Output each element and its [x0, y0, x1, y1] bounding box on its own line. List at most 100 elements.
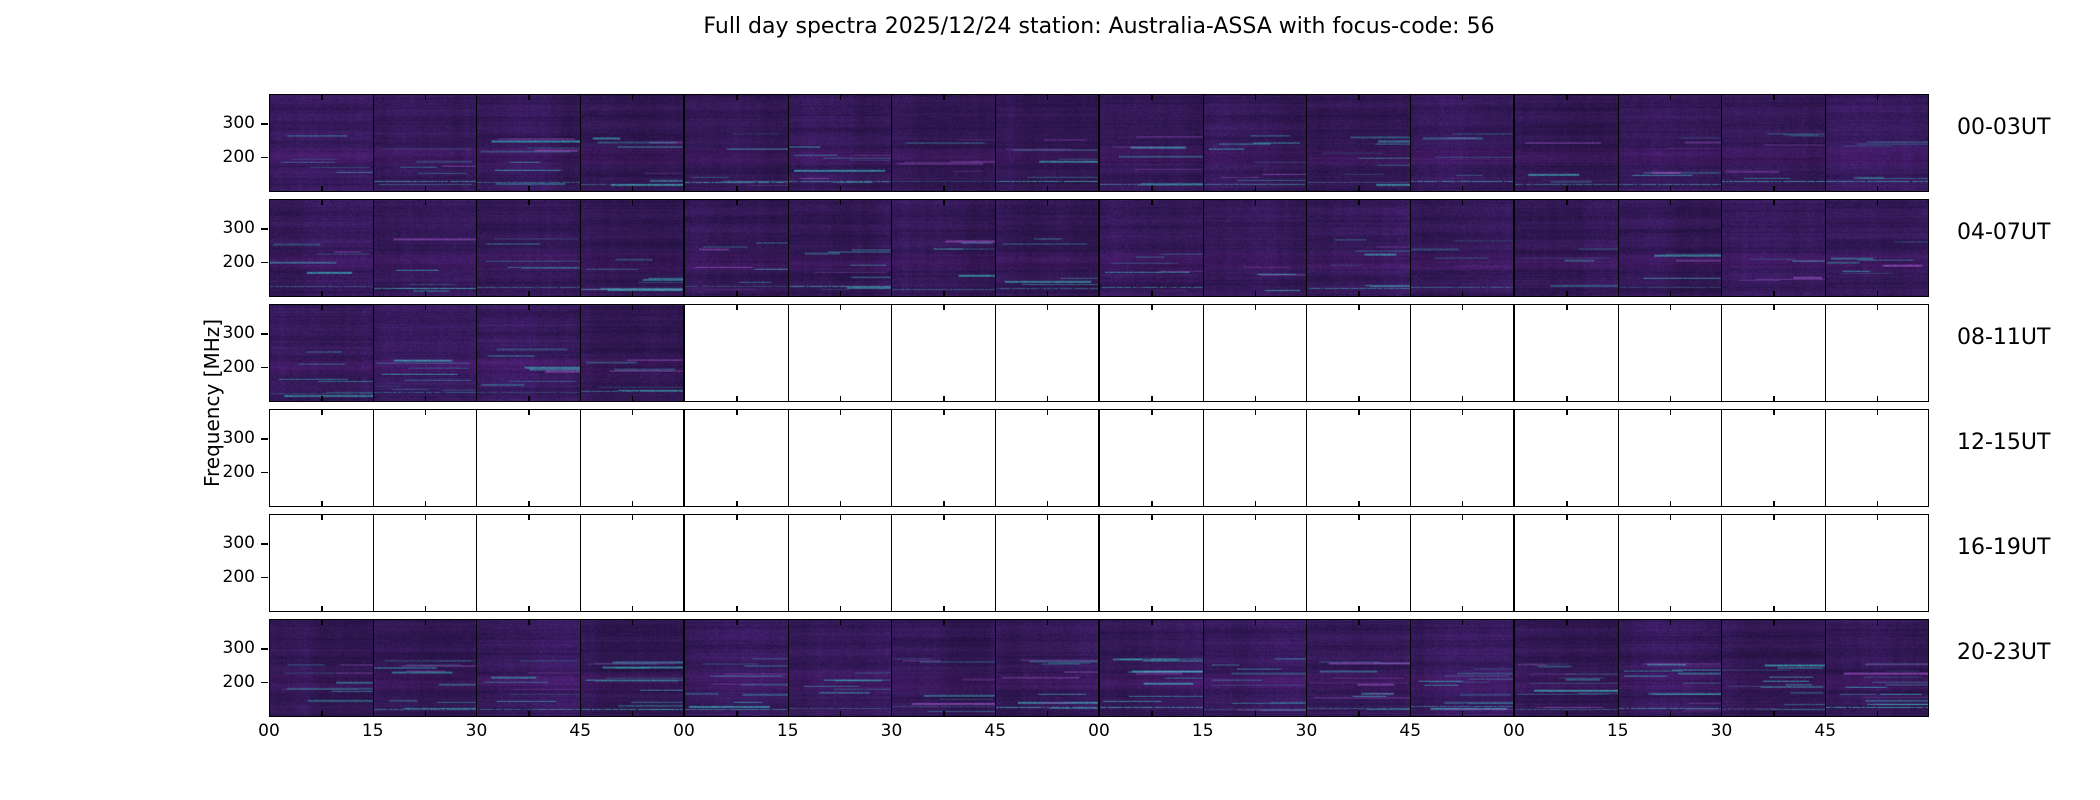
- cell-top-tick: [736, 620, 738, 625]
- cell-top-tick: [1461, 620, 1464, 625]
- cell-bottom-tick: [1773, 711, 1775, 716]
- empty-cell: [891, 515, 995, 611]
- spectrogram-canvas: [1307, 200, 1410, 296]
- spectrogram-cell: [1306, 95, 1410, 191]
- y-tick-label: 300: [222, 323, 255, 344]
- empty-cell: [1202, 305, 1306, 401]
- empty-cell: [1721, 305, 1825, 401]
- cell-top-tick: [321, 305, 323, 310]
- cell-bottom-tick: [528, 501, 530, 506]
- cell-top-tick: [1669, 95, 1672, 100]
- row-time-label: 20-23UT: [1957, 640, 2051, 665]
- cell-bottom-tick: [1669, 291, 1672, 296]
- spectrogram-cell: [1824, 620, 1928, 716]
- spectrogram-canvas: [1410, 200, 1513, 296]
- cell-top-tick: [1151, 305, 1153, 310]
- spectrogram-cell: [579, 620, 683, 716]
- x-tick-label: 30: [1295, 721, 1318, 741]
- cell-top-tick: [943, 620, 945, 625]
- spectrogram-canvas: [373, 620, 476, 716]
- spectrogram-cell: [1306, 620, 1410, 716]
- cell-bottom-tick: [1254, 186, 1257, 191]
- cell-top-tick: [943, 200, 945, 205]
- cell-bottom-tick: [1773, 606, 1775, 611]
- cell-top-tick: [943, 305, 945, 310]
- x-tick-label: 15: [776, 721, 799, 741]
- cell-bottom-tick: [424, 396, 427, 401]
- cell-top-tick: [424, 95, 427, 100]
- empty-cell: [1306, 515, 1410, 611]
- x-tick-label: 00: [1503, 721, 1525, 741]
- cell-top-tick: [1358, 410, 1360, 415]
- cell-bottom-tick: [839, 186, 842, 191]
- cell-top-tick: [1461, 95, 1464, 100]
- cell-top-tick: [321, 410, 323, 415]
- empty-cell: [1513, 515, 1618, 611]
- empty-cell: [994, 515, 1098, 611]
- cell-top-tick: [424, 410, 427, 415]
- spectrogram-cell: [994, 200, 1098, 296]
- cell-bottom-tick: [1566, 501, 1568, 506]
- cell-top-tick: [1566, 620, 1568, 625]
- cell-bottom-tick: [631, 291, 634, 296]
- spectrogram-cell: [372, 305, 476, 401]
- spectrogram-canvas: [1100, 620, 1203, 716]
- spectrogram-canvas: [788, 200, 891, 296]
- cell-top-tick: [1669, 620, 1672, 625]
- cell-bottom-tick: [1876, 291, 1879, 296]
- x-tick-label: 45: [1814, 721, 1837, 741]
- cell-top-tick: [321, 200, 323, 205]
- spectrogram-canvas: [580, 95, 683, 191]
- cell-top-tick: [1876, 200, 1879, 205]
- cell-top-tick: [528, 620, 530, 625]
- cell-bottom-tick: [1876, 606, 1879, 611]
- cell-top-tick: [1876, 305, 1879, 310]
- cell-top-tick: [528, 95, 530, 100]
- y-tick-mark: [261, 543, 268, 545]
- spectrogram-cell: [1721, 95, 1825, 191]
- cell-bottom-tick: [424, 606, 427, 611]
- cell-bottom-tick: [631, 711, 634, 716]
- cell-bottom-tick: [943, 291, 945, 296]
- cell-bottom-tick: [1669, 606, 1672, 611]
- spectrogram-cell: [1617, 620, 1721, 716]
- spectrogram-canvas: [1307, 620, 1410, 716]
- cell-bottom-tick: [528, 291, 530, 296]
- cell-top-tick: [1046, 95, 1049, 100]
- cell-top-tick: [631, 515, 634, 520]
- cell-bottom-tick: [1151, 501, 1153, 506]
- cell-top-tick: [1046, 200, 1049, 205]
- spectrogram-cell: [476, 620, 580, 716]
- cell-bottom-tick: [1461, 711, 1464, 716]
- spectrogram-cell: [683, 200, 788, 296]
- cell-top-tick: [1254, 95, 1257, 100]
- spectrogram-cell: [579, 95, 683, 191]
- cell-top-tick: [321, 95, 323, 100]
- spectrogram-cell: [1202, 620, 1306, 716]
- y-tick-mark: [261, 576, 268, 579]
- cell-bottom-tick: [943, 711, 945, 716]
- spectrogram-canvas: [1825, 95, 1928, 191]
- spectrogram-canvas: [892, 620, 995, 716]
- empty-cell: [787, 515, 891, 611]
- cell-top-tick: [1151, 410, 1153, 415]
- spectrogram-cell: [270, 305, 373, 401]
- cell-top-tick: [631, 620, 634, 625]
- cell-bottom-tick: [1461, 606, 1464, 611]
- cell-bottom-tick: [943, 186, 945, 191]
- cell-top-tick: [1151, 515, 1153, 520]
- cell-bottom-tick: [424, 291, 427, 296]
- y-tick-label: 300: [222, 113, 255, 134]
- row-time-label: 16-19UT: [1957, 535, 2051, 560]
- spectrogram-canvas: [995, 620, 1098, 716]
- empty-cell: [787, 410, 891, 506]
- y-tick-mark: [261, 123, 268, 125]
- cell-bottom-tick: [1669, 186, 1672, 191]
- spectrogram-canvas: [1722, 620, 1825, 716]
- x-tick-label: 15: [1191, 721, 1214, 741]
- empty-cell: [476, 410, 580, 506]
- empty-cell: [579, 515, 683, 611]
- spectrogram-cell: [1409, 200, 1513, 296]
- cell-bottom-tick: [1876, 186, 1879, 191]
- cell-top-tick: [1254, 620, 1257, 625]
